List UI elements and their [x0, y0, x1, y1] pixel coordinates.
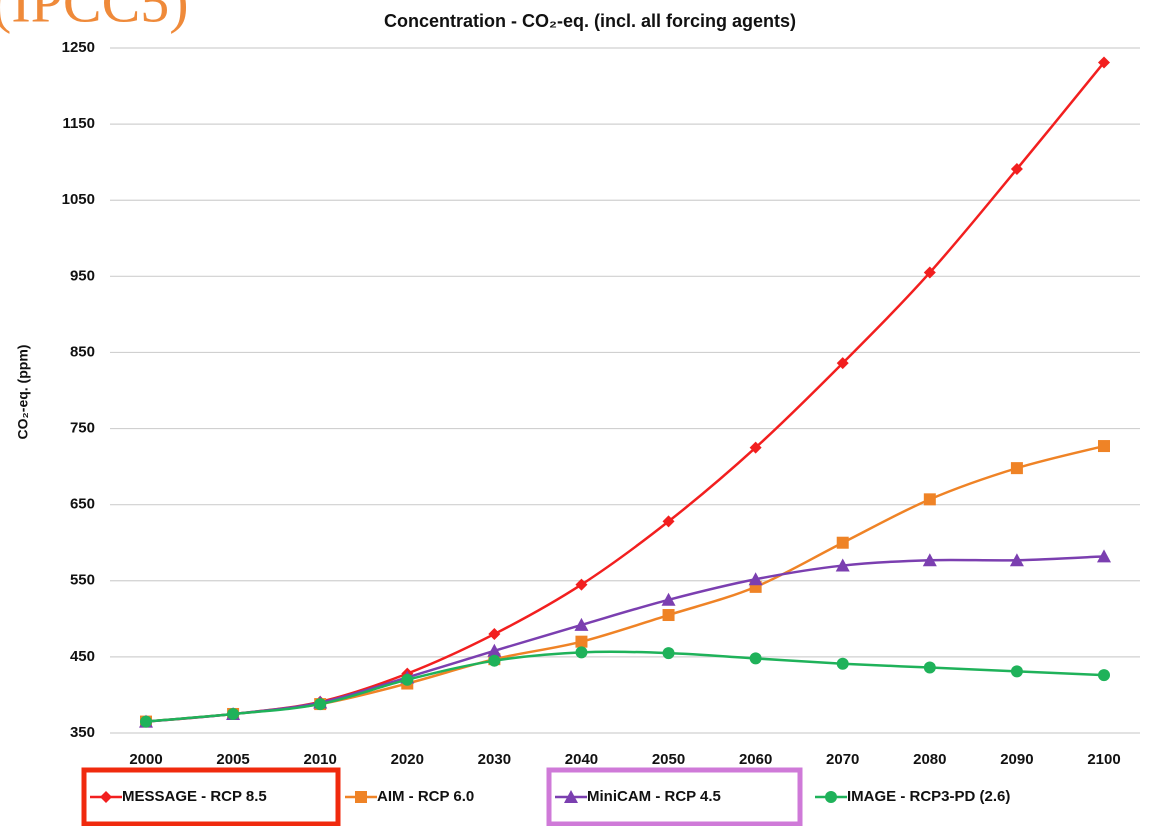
marker [923, 661, 936, 674]
x-tick-label: 2050 [652, 751, 685, 768]
marker [836, 657, 849, 670]
annotation: (IPCC5) [0, 0, 189, 34]
marker [836, 357, 849, 370]
marker [749, 652, 762, 665]
legend-marker [564, 790, 578, 803]
marker [923, 266, 936, 279]
marker [575, 635, 588, 648]
marker [227, 707, 240, 720]
marker [1009, 553, 1024, 567]
y-tick-label: 450 [70, 648, 95, 665]
y-tick-label: 350 [70, 724, 95, 741]
y-tick-label: 750 [70, 420, 95, 437]
series-line [145, 650, 1105, 723]
marker [488, 628, 501, 641]
marker [314, 698, 327, 711]
marker [574, 617, 589, 631]
marker [575, 578, 588, 591]
marker [1010, 665, 1023, 678]
y-tick-label: 950 [70, 267, 95, 284]
marker [662, 647, 675, 660]
legend-marker [825, 791, 837, 803]
legend-marker [100, 791, 112, 803]
x-tick-label: 2060 [739, 751, 772, 768]
y-tick-label: 850 [70, 343, 95, 360]
marker [835, 558, 850, 572]
highlight-box [546, 767, 803, 826]
marker [836, 536, 849, 549]
x-tick-label: 2080 [913, 751, 946, 768]
marker [662, 515, 675, 528]
marker [1098, 669, 1110, 682]
highlight-box [81, 767, 341, 826]
legend-label: MiniCAM - RCP 4.5 [587, 788, 721, 805]
x-tick-label: 2010 [303, 751, 336, 768]
x-tick-label: 2070 [826, 751, 859, 768]
marker [922, 553, 937, 567]
legend-label: IMAGE - RCP3-PD (2.6) [847, 788, 1010, 805]
marker [401, 673, 414, 686]
marker [1010, 163, 1023, 176]
marker [1010, 462, 1023, 475]
x-tick-label: 2090 [1000, 751, 1033, 768]
marker [923, 493, 936, 506]
marker [749, 441, 762, 454]
marker [661, 592, 676, 606]
chart-title: Concentration - CO₂-eq. (incl. all forci… [384, 11, 796, 31]
marker [662, 609, 675, 622]
series-line [145, 444, 1105, 723]
series-line [145, 555, 1105, 723]
y-tick-label: 1150 [62, 115, 95, 132]
marker [748, 572, 763, 586]
marker [1098, 440, 1110, 453]
marker [1097, 549, 1111, 563]
legend-label: AIM - RCP 6.0 [377, 788, 474, 805]
x-tick-label: 2020 [391, 751, 424, 768]
x-tick-label: 2030 [478, 751, 511, 768]
y-tick-label: 1250 [62, 39, 95, 56]
x-tick-label: 2000 [129, 751, 162, 768]
y-axis-label: CO₂-eq. (ppm) [15, 345, 31, 440]
marker [1098, 56, 1110, 69]
y-tick-label: 650 [70, 496, 95, 513]
series-line [145, 61, 1105, 723]
x-tick-label: 2005 [216, 751, 249, 768]
y-tick-label: 550 [70, 572, 95, 589]
marker [575, 646, 588, 659]
marker [488, 654, 501, 667]
marker [140, 715, 152, 728]
x-tick-label: 2040 [565, 751, 598, 768]
x-tick-label: 2100 [1087, 751, 1120, 768]
legend-marker [355, 791, 367, 803]
y-tick-label: 1050 [62, 191, 95, 208]
marker [487, 643, 502, 657]
legend-label: MESSAGE - RCP 8.5 [122, 788, 267, 805]
